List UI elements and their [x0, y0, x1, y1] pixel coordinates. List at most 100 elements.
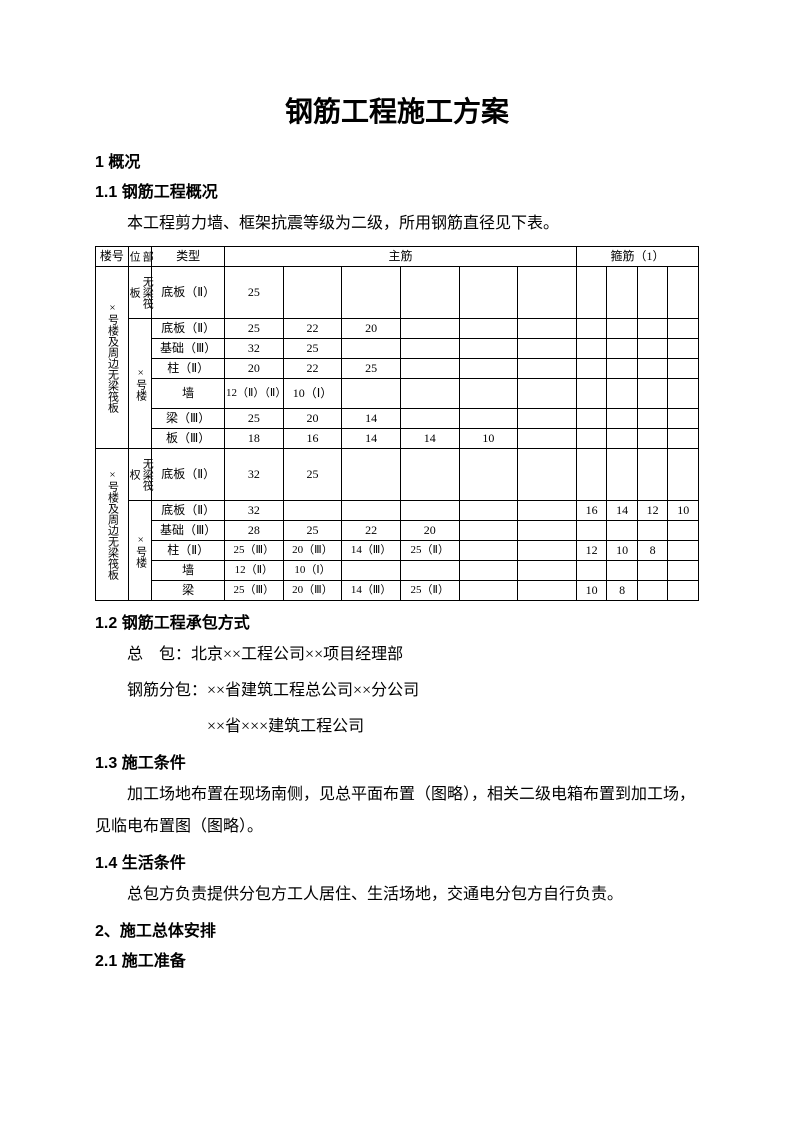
cell	[668, 429, 699, 449]
cell	[518, 339, 577, 359]
cell	[342, 449, 401, 501]
b2-r1-g0: 16	[576, 501, 606, 521]
cell	[400, 379, 459, 409]
b2-r2-c0: 28	[225, 521, 284, 541]
cell	[342, 267, 401, 319]
cell	[637, 359, 667, 379]
b2-r5-g0: 10	[576, 581, 606, 601]
document-title: 钢筋工程施工方案	[95, 90, 699, 130]
cell	[607, 409, 637, 429]
b2-r1-g2: 12	[637, 501, 667, 521]
section-1-3-body: 加工场地布置在现场南侧，见总平面布置（图略），相关二级电箱布置到加工场，见临电布…	[95, 779, 699, 843]
b1-r6-c1: 16	[283, 429, 342, 449]
section-1-4-body: 总包方负责提供分包方工人居住、生活场地，交通电分包方自行负责。	[95, 879, 699, 911]
b2-part1: 无梁筏权	[128, 449, 151, 501]
b2-r0-c0: 32	[225, 449, 284, 501]
cell	[518, 501, 577, 521]
b2-r1-c0: 32	[225, 501, 284, 521]
cell	[668, 359, 699, 379]
cell	[342, 561, 401, 581]
b1-r5-type: 梁（Ⅲ）	[152, 409, 225, 429]
th-stirrup: 箍筋（1）	[576, 247, 698, 267]
b1-r3-c0: 20	[225, 359, 284, 379]
cell	[637, 267, 667, 319]
cell	[607, 521, 637, 541]
b2-r2-c2: 22	[342, 521, 401, 541]
b1-r1-c2: 20	[342, 319, 401, 339]
cell	[576, 429, 606, 449]
cell	[668, 521, 699, 541]
cell	[607, 429, 637, 449]
cell	[668, 449, 699, 501]
cell	[400, 267, 459, 319]
th-building: 楼号	[96, 247, 129, 267]
b2-r0-type: 底板（Ⅱ）	[152, 449, 225, 501]
b2-r5-c3: 25（Ⅱ）	[400, 581, 459, 601]
b2-r1-g3: 10	[668, 501, 699, 521]
cell	[637, 561, 667, 581]
cell	[576, 379, 606, 409]
heading-1: 1 概况	[95, 148, 699, 172]
cell	[576, 409, 606, 429]
b2-r3-c0: 25（Ⅲ）	[225, 541, 284, 561]
cell	[576, 521, 606, 541]
section-1-2-line2: 钢筋分包：××省建筑工程总公司××分公司	[95, 675, 699, 707]
cell	[400, 359, 459, 379]
b1-r3-c2: 25	[342, 359, 401, 379]
cell	[459, 379, 518, 409]
b2-r5-type: 梁	[152, 581, 225, 601]
cell	[637, 521, 667, 541]
heading-2: 2、施工总体安排	[95, 917, 699, 941]
b2-r2-type: 基础（Ⅲ）	[152, 521, 225, 541]
cell	[459, 319, 518, 339]
b1-r6-c2: 14	[342, 429, 401, 449]
b1-part2: ×号楼	[128, 319, 151, 449]
cell	[459, 449, 518, 501]
b2-r5-g1: 8	[607, 581, 637, 601]
cell	[459, 501, 518, 521]
cell	[668, 541, 699, 561]
cell	[668, 339, 699, 359]
b2-r4-c0: 12（Ⅱ）	[225, 561, 284, 581]
th-part: 部位	[128, 247, 151, 267]
cell	[607, 319, 637, 339]
b2-r3-c2: 14（Ⅲ）	[342, 541, 401, 561]
b2-r1-type: 底板（Ⅱ）	[152, 501, 225, 521]
cell	[518, 319, 577, 339]
th-type: 类型	[152, 247, 225, 267]
cell	[637, 319, 667, 339]
cell	[607, 561, 637, 581]
cell	[576, 449, 606, 501]
b1-r6-c3: 14	[400, 429, 459, 449]
cell	[668, 267, 699, 319]
b2-r0-c1: 25	[283, 449, 342, 501]
cell	[459, 581, 518, 601]
b2-r3-g1: 10	[607, 541, 637, 561]
cell	[459, 409, 518, 429]
cell	[576, 319, 606, 339]
cell	[637, 339, 667, 359]
cell	[400, 319, 459, 339]
cell	[668, 379, 699, 409]
cell	[459, 561, 518, 581]
cell	[637, 429, 667, 449]
cell	[607, 449, 637, 501]
b1-r5-c0: 25	[225, 409, 284, 429]
b2-r5-c2: 14（Ⅲ）	[342, 581, 401, 601]
cell	[342, 379, 401, 409]
b1-r3-c1: 22	[283, 359, 342, 379]
b1-r1-c1: 22	[283, 319, 342, 339]
cell	[637, 379, 667, 409]
cell	[342, 339, 401, 359]
b1-r5-c1: 20	[283, 409, 342, 429]
heading-1-2: 1.2 钢筋工程承包方式	[95, 609, 699, 633]
b2-r2-c3: 20	[400, 521, 459, 541]
b2-r2-c1: 25	[283, 521, 342, 541]
cell	[668, 409, 699, 429]
rebar-diameter-table: 楼号 部位 类型 主筋 箍筋（1） ×号楼及周边无梁筏板 无梁筏板 底板（Ⅱ） …	[95, 246, 699, 601]
b1-r4-type: 墙	[152, 379, 225, 409]
b1-building: ×号楼及周边无梁筏板	[96, 267, 129, 449]
b1-part1: 无梁筏板	[128, 267, 151, 319]
cell	[342, 501, 401, 521]
cell	[668, 319, 699, 339]
